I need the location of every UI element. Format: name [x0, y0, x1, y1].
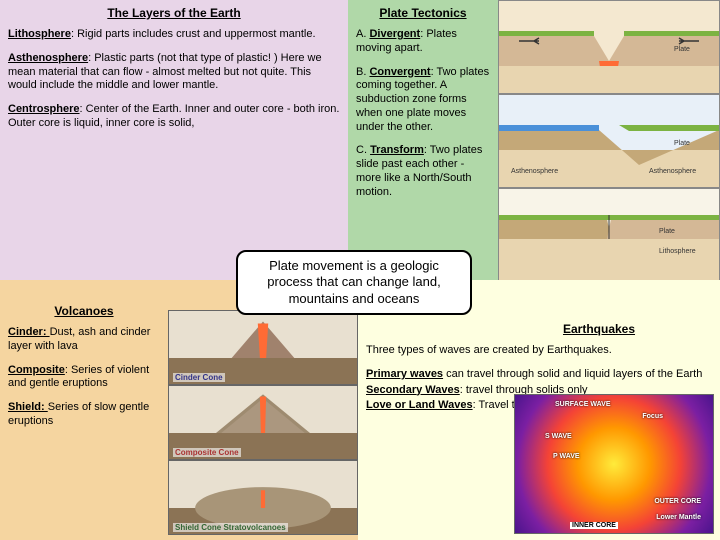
composite-cone-diagram: Composite Cone	[168, 385, 358, 460]
transform-diagram: Plate Lithosphere	[498, 188, 720, 282]
volcanoes-panel: Volcanoes Cinder: Dust, ash and cinder l…	[0, 280, 168, 540]
svg-text:Plate: Plate	[659, 228, 675, 235]
pwave-label: P WAVE	[553, 453, 580, 460]
convergent-term: Convergent	[369, 66, 430, 78]
centrosphere-para: Centrosphere: Center of the Earth. Inner…	[8, 103, 340, 131]
plate-movement-callout: Plate movement is a geologic process tha…	[236, 250, 472, 315]
earthquakes-panel: Earthquakes Three types of waves are cre…	[358, 280, 720, 540]
cinder-label: Cinder Cone	[173, 373, 225, 382]
convergent-diagram: Asthenosphere Asthenosphere Plate	[498, 94, 720, 188]
convergent-para: B. Convergent: Two plates coming togethe…	[356, 66, 490, 135]
divergent-term: Divergent	[369, 28, 420, 40]
page-root: The Layers of the Earth Lithosphere: Rig…	[0, 0, 720, 540]
tectonics-heading: Plate Tectonics	[356, 6, 490, 20]
composite-para: Composite: Series of violent and gentle …	[8, 364, 160, 392]
tectonics-panel: Plate Tectonics A. Divergent: Plates mov…	[348, 0, 498, 280]
earthquakes-heading: Earthquakes	[486, 322, 712, 336]
lithosphere-text: : Rigid parts includes crust and uppermo…	[71, 28, 316, 40]
composite-term: Composite	[8, 364, 65, 376]
cinder-cone-diagram: Cinder Cone	[168, 310, 358, 385]
divergent-para: A. Divergent: Plates moving apart.	[356, 28, 490, 56]
layers-panel: The Layers of the Earth Lithosphere: Rig…	[0, 0, 348, 280]
transform-para: C. Transform: Two plates slide past each…	[356, 144, 490, 199]
swave-label: S WAVE	[545, 433, 572, 440]
lithosphere-term: Lithosphere	[8, 28, 71, 40]
callout-text: Plate movement is a geologic process tha…	[267, 258, 440, 306]
volcano-diagrams: Cinder Cone Composite Cone Shield Cone S…	[168, 280, 358, 540]
divergent-prefix: A.	[356, 28, 369, 40]
svg-text:Plate: Plate	[674, 46, 690, 53]
volcanoes-heading: Volcanoes	[8, 304, 160, 318]
transform-prefix: C.	[356, 144, 370, 156]
svg-text:Lithosphere: Lithosphere	[659, 248, 696, 255]
earthquake-diagram: SURFACE WAVE Focus S WAVE P WAVE OUTER C…	[514, 394, 714, 534]
primary-text: can travel through solid and liquid laye…	[443, 368, 702, 380]
secondary-term: Secondary Waves	[366, 384, 460, 396]
tectonics-diagrams: Plate Asthenosphere Asthenosphere Plate	[498, 0, 720, 280]
love-term: Love or Land Waves	[366, 399, 473, 411]
focus-label: Focus	[642, 413, 663, 420]
layers-heading: The Layers of the Earth	[8, 6, 340, 20]
convergent-prefix: B.	[356, 66, 369, 78]
svg-text:Plate: Plate	[674, 140, 690, 147]
lithosphere-para: Lithosphere: Rigid parts includes crust …	[8, 28, 340, 42]
shield-para: Shield: Series of slow gentle eruptions	[8, 401, 160, 429]
asthenosphere-para: Asthenosphere: Plastic parts (not that t…	[8, 52, 340, 93]
asthenosphere-term: Asthenosphere	[8, 52, 88, 64]
centrosphere-term: Centrosphere	[8, 103, 80, 115]
shield-term: Shield:	[8, 401, 48, 413]
inner-core-label: INNER CORE	[570, 522, 618, 529]
outer-core-label: OUTER CORE	[654, 498, 701, 505]
cinder-term: Cinder:	[8, 326, 50, 338]
primary-term: Primary waves	[366, 368, 443, 380]
svg-text:Asthenosphere: Asthenosphere	[649, 168, 696, 175]
primary-para: Primary waves can travel through solid a…	[366, 368, 712, 382]
cinder-para: Cinder: Dust, ash and cinder layer with …	[8, 326, 160, 354]
shield-cone-diagram: Shield Cone Stratovolcanoes	[168, 460, 358, 535]
earthquake-intro: Three types of waves are created by Eart…	[366, 344, 712, 358]
shield-label: Shield Cone Stratovolcanoes	[173, 523, 288, 532]
composite-label: Composite Cone	[173, 448, 241, 457]
surface-wave-label: SURFACE WAVE	[555, 401, 611, 408]
transform-term: Transform	[370, 144, 424, 156]
divergent-diagram: Plate	[498, 0, 720, 94]
lower-mantle-label: Lower Mantle	[656, 514, 701, 521]
svg-text:Asthenosphere: Asthenosphere	[511, 168, 558, 175]
